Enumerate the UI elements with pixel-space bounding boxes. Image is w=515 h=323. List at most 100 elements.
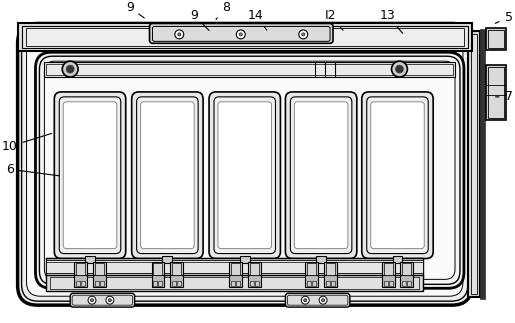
Bar [44,62,455,77]
FancyBboxPatch shape [44,61,455,279]
Bar [402,264,411,276]
FancyBboxPatch shape [209,92,281,258]
Bar [480,29,485,299]
Text: 14: 14 [248,9,267,30]
Bar [312,281,316,286]
FancyBboxPatch shape [136,97,198,254]
Circle shape [239,33,242,36]
Bar [326,264,335,276]
Circle shape [108,299,111,302]
Bar [488,67,504,118]
Text: 5: 5 [495,11,512,24]
Circle shape [62,61,78,77]
Bar [486,65,506,120]
Bar [46,64,453,75]
FancyBboxPatch shape [367,97,428,254]
Bar [305,276,318,287]
Text: 10: 10 [2,133,52,153]
Bar [46,259,423,273]
FancyBboxPatch shape [371,102,424,249]
FancyBboxPatch shape [72,295,133,305]
Bar [229,276,242,287]
Text: 9: 9 [126,1,144,18]
Bar [177,281,181,286]
Circle shape [175,30,184,39]
Bar [384,281,388,286]
Bar [324,276,337,287]
Bar [324,262,337,277]
Circle shape [304,299,307,302]
Bar [402,281,406,286]
Circle shape [301,296,309,304]
FancyBboxPatch shape [132,92,203,258]
Circle shape [88,296,96,304]
Bar [95,264,104,276]
FancyBboxPatch shape [362,92,433,258]
Text: 6: 6 [6,163,60,176]
FancyBboxPatch shape [36,52,464,288]
Bar [401,276,414,287]
Bar [162,255,173,264]
FancyBboxPatch shape [54,92,126,258]
Bar [331,281,335,286]
Text: 13: 13 [380,9,403,33]
Text: 8: 8 [216,1,230,19]
Bar [486,28,506,50]
Circle shape [299,30,308,39]
FancyBboxPatch shape [287,295,348,305]
Circle shape [91,299,94,302]
Bar [76,281,80,286]
Circle shape [66,65,74,73]
Bar [173,281,176,286]
Bar [384,264,392,276]
Bar [326,281,330,286]
Bar [231,281,235,286]
Bar [382,276,394,287]
Bar [393,256,402,262]
Bar [240,255,250,264]
Circle shape [106,296,114,304]
FancyBboxPatch shape [214,97,276,254]
Bar [85,255,95,264]
Circle shape [178,33,181,36]
Bar [50,277,419,289]
Bar [317,256,325,262]
FancyBboxPatch shape [59,97,121,254]
Bar [81,281,85,286]
Bar [401,262,414,277]
Bar [170,276,183,287]
Circle shape [236,30,245,39]
Bar [86,256,94,262]
FancyBboxPatch shape [285,92,357,258]
Bar [307,264,316,276]
Bar [163,256,171,262]
Bar [316,255,326,264]
FancyBboxPatch shape [285,293,350,307]
Bar [74,262,87,277]
Bar [26,28,464,46]
FancyBboxPatch shape [27,32,463,296]
Bar [248,276,261,287]
Bar [173,264,181,276]
Bar [250,281,254,286]
Bar [93,262,106,277]
Circle shape [396,65,403,73]
Bar [46,276,423,291]
Bar [236,281,240,286]
Bar [22,26,468,48]
Bar [241,256,249,262]
FancyBboxPatch shape [295,102,348,249]
FancyBboxPatch shape [218,102,271,249]
Bar [231,264,240,276]
Bar [153,281,158,286]
Bar [488,30,504,48]
Bar [305,262,318,277]
Bar [254,281,259,286]
Circle shape [302,33,305,36]
FancyBboxPatch shape [152,26,330,41]
Bar [76,264,85,276]
Bar [151,276,164,287]
FancyBboxPatch shape [70,293,134,307]
Bar [307,281,311,286]
Bar [159,281,162,286]
